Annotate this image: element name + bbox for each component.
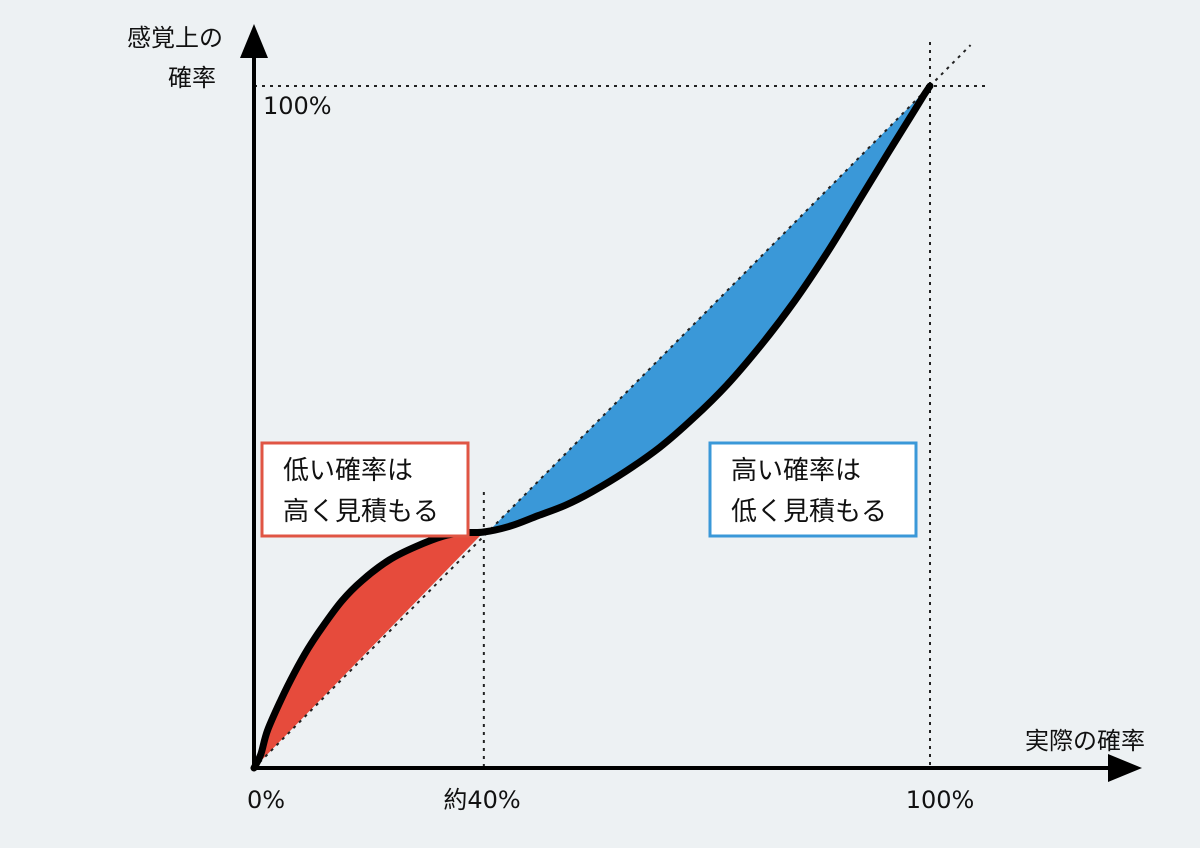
x-tick-label-0: 0% xyxy=(247,786,285,814)
overestimate-annotation-line-1: 低い確率は xyxy=(283,456,413,486)
y-axis-title-line-1: 感覚上の xyxy=(127,24,223,52)
y-axis-title-line-2: 確率 xyxy=(168,64,216,92)
underestimate-annotation-line-2: 低く見積もる xyxy=(731,497,887,527)
underestimate-annotation-line-1: 高い確率は xyxy=(731,456,861,486)
y-tick-label-100: 100% xyxy=(263,92,332,120)
perceived-probability-curve xyxy=(250,82,934,772)
reference-diagonal-line xyxy=(253,44,972,769)
x-tick-label-100: 100% xyxy=(906,786,975,814)
overestimate-annotation: 低い確率は 高く見積もる xyxy=(260,441,470,538)
underestimate-annotation-box xyxy=(708,441,918,538)
x-tick-label-crossover: 約40% xyxy=(443,786,520,814)
overestimate-region xyxy=(254,532,484,768)
overestimate-annotation-line-2: 高く見積もる xyxy=(283,497,439,527)
underestimate-annotation: 高い確率は 低く見積もる xyxy=(708,441,918,538)
overestimate-annotation-box xyxy=(260,441,470,538)
x-axis-title: 実際の確率 xyxy=(1025,727,1145,755)
